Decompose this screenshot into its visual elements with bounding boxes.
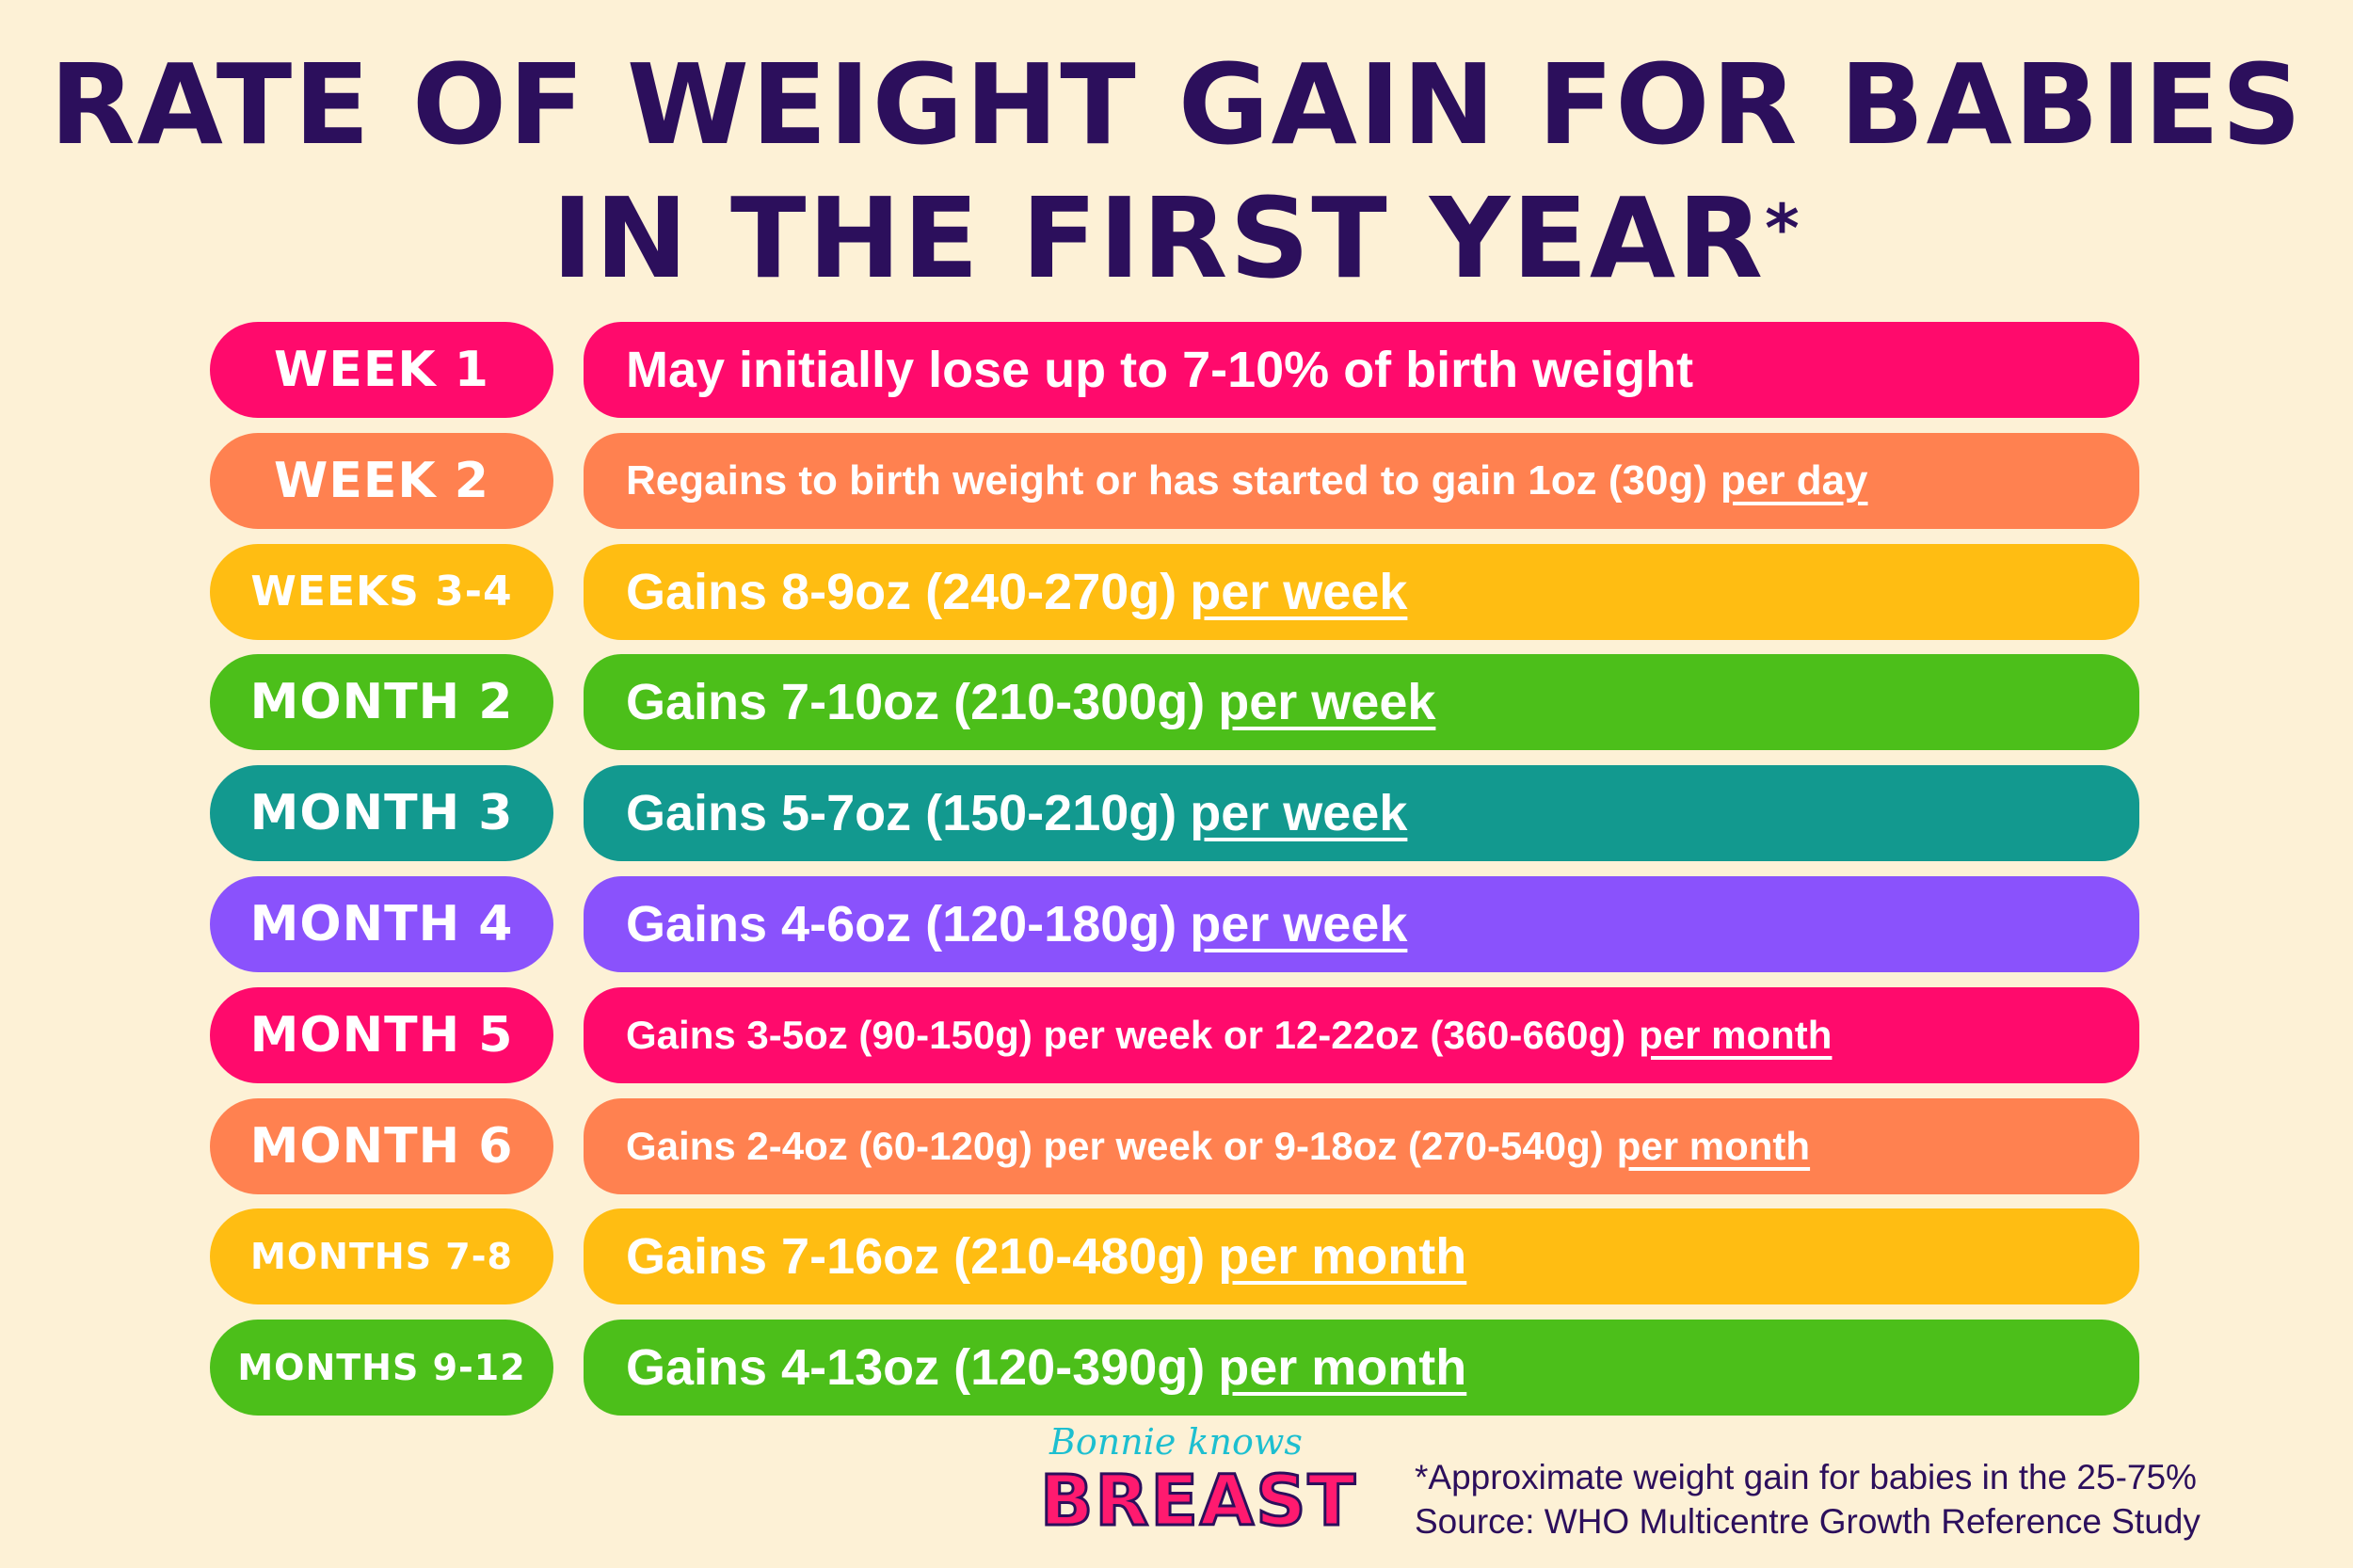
table-row: MONTHS 9-12 Gains 4-13oz (120-390g) per m…: [210, 1320, 2139, 1416]
gain-text: Gains 7-10oz (210-300g): [626, 674, 1206, 731]
gain-rate-unit: per month: [1218, 1228, 1467, 1286]
gain-text: Gains 4-13oz (120-390g): [626, 1339, 1206, 1397]
title-asterisk: *: [1765, 190, 1801, 267]
gain-text: Gains 5-7oz (150-210g): [626, 785, 1177, 842]
table-row: WEEK 2 Regains to birth weight or has st…: [210, 432, 2139, 529]
gain-rate-unit: per week: [1218, 674, 1436, 731]
table-row: MONTHS 7-8 Gains 7-16oz (210-480g) per mo…: [210, 1208, 2139, 1305]
gain-description: Regains to birth weight or has started t…: [584, 432, 2139, 529]
period-label: MONTHS 9-12: [210, 1320, 553, 1416]
gain-description: Gains 4-13oz (120-390g) per month: [584, 1320, 2139, 1416]
period-label: MONTH 6: [210, 1097, 553, 1194]
footnote-line-1: *Approximate weight gain for babies in t…: [1415, 1458, 2197, 1496]
gain-rate-unit: per month: [1218, 1339, 1467, 1397]
gain-description: Gains 2-4oz (60-120g) per week or 9-18oz…: [584, 1097, 2139, 1194]
gain-text: Gains 4-6oz (120-180g): [626, 895, 1177, 952]
table-row: MONTH 2 Gains 7-10oz (210-300g) per week: [210, 654, 2139, 751]
period-label: WEEK 2: [210, 432, 553, 529]
table-row: MONTH 3 Gains 5-7oz (150-210g) per week: [210, 765, 2139, 862]
title-line-2: IN THE FIRST YEAR: [552, 173, 1766, 303]
gain-rate-unit: per day: [1721, 456, 1868, 504]
table-row: MONTH 5 Gains 3-5oz (90-150g) per week o…: [210, 986, 2139, 1083]
gain-description: Gains 8-9oz (240-270g) per week: [584, 543, 2139, 640]
gain-text: Gains 2-4oz (60-120g) per week or 9-18oz…: [626, 1123, 1604, 1168]
period-label: MONTH 5: [210, 986, 553, 1083]
page-title: RATE OF WEIGHT GAIN FOR BABIES IN THE FI…: [0, 38, 2353, 305]
gain-rate-unit: per week: [1190, 785, 1408, 842]
gain-text: May initially lose up to 7-10% of birth …: [626, 342, 1694, 398]
footnote-source: Source: WHO Multicentre Growth Reference…: [1415, 1502, 2201, 1541]
brand-logo: Bonnie knows BREAST: [1039, 1421, 1357, 1544]
title-line-1: RATE OF WEIGHT GAIN FOR BABIES: [49, 40, 2304, 169]
gain-description: Gains 7-10oz (210-300g) per week: [584, 654, 2139, 751]
gain-text: Regains to birth weight or has started t…: [626, 456, 1708, 504]
gain-rate-unit: per month: [1639, 1012, 1833, 1057]
gain-rate-unit: per week: [1190, 563, 1408, 620]
gain-description: May initially lose up to 7-10% of birth …: [584, 322, 2139, 418]
gain-text: Gains 8-9oz (240-270g): [626, 563, 1177, 620]
weight-gain-table: WEEK 1 May initially lose up to 7-10% of…: [210, 322, 2139, 1431]
gain-text: Gains 7-16oz (210-480g): [626, 1228, 1206, 1286]
period-label: WEEKS 3-4: [210, 543, 553, 640]
gain-rate-unit: per month: [1616, 1123, 1811, 1168]
logo-script-text: Bonnie knows: [1049, 1421, 1303, 1463]
period-label: MONTHS 7-8: [210, 1208, 553, 1305]
table-row: MONTH 6 Gains 2-4oz (60-120g) per week o…: [210, 1097, 2139, 1194]
gain-description: Gains 7-16oz (210-480g) per month: [584, 1208, 2139, 1305]
gain-rate-unit: per week: [1190, 895, 1408, 952]
period-label: MONTH 3: [210, 765, 553, 862]
footnote: *Approximate weight gain for babies in t…: [1415, 1455, 2201, 1544]
gain-description: Gains 4-6oz (120-180g) per week: [584, 875, 2139, 972]
period-label: WEEK 1: [210, 322, 553, 418]
table-row: MONTH 4 Gains 4-6oz (120-180g) per week: [210, 875, 2139, 972]
table-row: WEEKS 3-4 Gains 8-9oz (240-270g) per week: [210, 543, 2139, 640]
period-label: MONTH 2: [210, 654, 553, 751]
period-label: MONTH 4: [210, 875, 553, 972]
gain-text: Gains 3-5oz (90-150g) per week or 12-22o…: [626, 1012, 1626, 1057]
gain-description: Gains 5-7oz (150-210g) per week: [584, 765, 2139, 862]
gain-description: Gains 3-5oz (90-150g) per week or 12-22o…: [584, 986, 2139, 1083]
logo-word: BREAST: [1039, 1460, 1357, 1544]
table-row: WEEK 1 May initially lose up to 7-10% of…: [210, 322, 2139, 418]
